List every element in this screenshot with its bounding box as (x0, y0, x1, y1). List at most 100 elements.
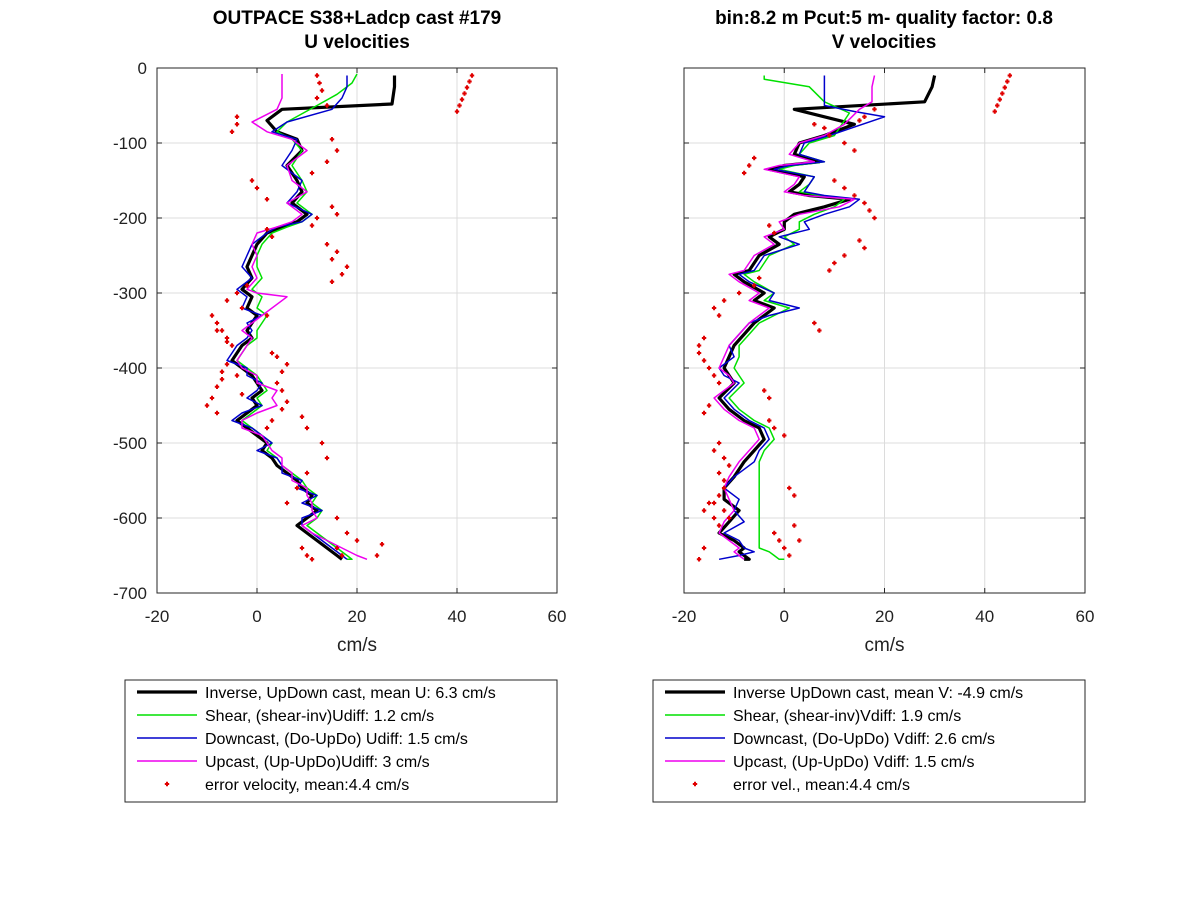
error-point (696, 343, 702, 348)
error-point (279, 388, 285, 393)
error-point (782, 545, 787, 551)
error-point (344, 530, 350, 536)
error-point (334, 515, 340, 521)
error-point (229, 343, 235, 348)
error-point (716, 440, 722, 446)
error-point (701, 358, 707, 363)
x-tick-label: 20 (348, 607, 367, 626)
error-point (721, 455, 727, 461)
error-point (319, 88, 325, 93)
legend-label-0: Inverse UpDown cast, mean V: -4.9 cm/s (733, 685, 1023, 702)
error-point (797, 538, 802, 543)
error-point (234, 290, 240, 296)
error-point (726, 463, 732, 468)
error-point (269, 350, 275, 356)
error-point (264, 197, 270, 202)
error-point (696, 557, 702, 562)
error-point (751, 155, 757, 161)
error-point (767, 418, 772, 423)
error-point (832, 260, 837, 266)
error-point (772, 230, 777, 236)
error-point (454, 109, 460, 114)
error-point (274, 380, 280, 386)
error-point (696, 350, 702, 356)
error-point (209, 395, 215, 401)
error-point (812, 122, 817, 127)
error-point (354, 538, 360, 543)
error-point (284, 500, 290, 506)
x-tick-label: 0 (780, 607, 789, 626)
error-point (872, 107, 877, 112)
x-tick-label: 20 (875, 607, 894, 626)
error-point (772, 530, 777, 536)
error-point (736, 290, 742, 296)
error-point (214, 410, 220, 416)
error-point (309, 557, 315, 562)
x-axis-label: cm/s (337, 635, 377, 656)
error-point (711, 500, 717, 506)
error-point (711, 305, 717, 311)
error-point (269, 418, 275, 423)
error-point (317, 80, 322, 86)
error-point (324, 455, 330, 461)
error-point (214, 320, 220, 326)
error-point (995, 103, 1000, 108)
error-point (279, 407, 285, 412)
error-point (1005, 79, 1010, 84)
error-point (324, 103, 330, 108)
error-point (234, 122, 240, 127)
error-point (374, 553, 380, 558)
error-point (701, 545, 707, 551)
error-point (324, 159, 330, 164)
error-point (862, 200, 867, 206)
error-point (721, 508, 727, 513)
error-point (716, 380, 722, 386)
y-tick-label: -700 (113, 584, 147, 603)
error-point (264, 425, 270, 431)
error-point (832, 178, 837, 183)
error-point (772, 425, 777, 431)
error-point (309, 223, 315, 228)
legend-label-2: Downcast, (Do-UpDo) Udiff: 1.5 cm/s (205, 731, 468, 748)
legend-swatch-4 (692, 781, 698, 787)
error-velocity-series-5 (992, 73, 1013, 114)
error-point (782, 433, 787, 438)
error-velocity-series-4 (696, 107, 877, 562)
error-point (812, 320, 817, 326)
error-point (852, 193, 857, 198)
error-point (756, 275, 762, 281)
series-line-1 (728, 75, 851, 561)
error-point (827, 268, 832, 273)
error-point (777, 538, 782, 543)
error-point (219, 369, 225, 374)
chart-title-line-1: V velocities (832, 32, 937, 53)
error-point (324, 242, 330, 247)
error-point (339, 553, 345, 558)
error-point (459, 97, 465, 102)
error-point (224, 335, 230, 341)
error-point (711, 373, 717, 378)
error-point (827, 133, 832, 138)
legend-label-4: error velocity, mean:4.4 cm/s (205, 777, 409, 794)
error-point (344, 264, 350, 269)
error-point (741, 170, 747, 176)
error-point (249, 178, 255, 183)
error-point (842, 253, 847, 258)
legend: Inverse, UpDown cast, mean U: 6.3 cm/s Sh… (124, 679, 558, 803)
series-line-2 (226, 75, 348, 560)
y-tick-label: -100 (113, 134, 147, 153)
error-point (264, 313, 270, 318)
error-point (334, 212, 340, 217)
error-point (867, 208, 872, 213)
error-point (284, 362, 290, 367)
error-point (314, 73, 320, 78)
error-point (379, 542, 385, 547)
error-point (787, 553, 792, 558)
error-point (842, 185, 847, 191)
y-tick-label: -200 (113, 209, 147, 228)
data-layer (696, 73, 1013, 562)
error-point (209, 313, 215, 318)
legend-box (124, 679, 558, 803)
error-point (304, 470, 310, 476)
